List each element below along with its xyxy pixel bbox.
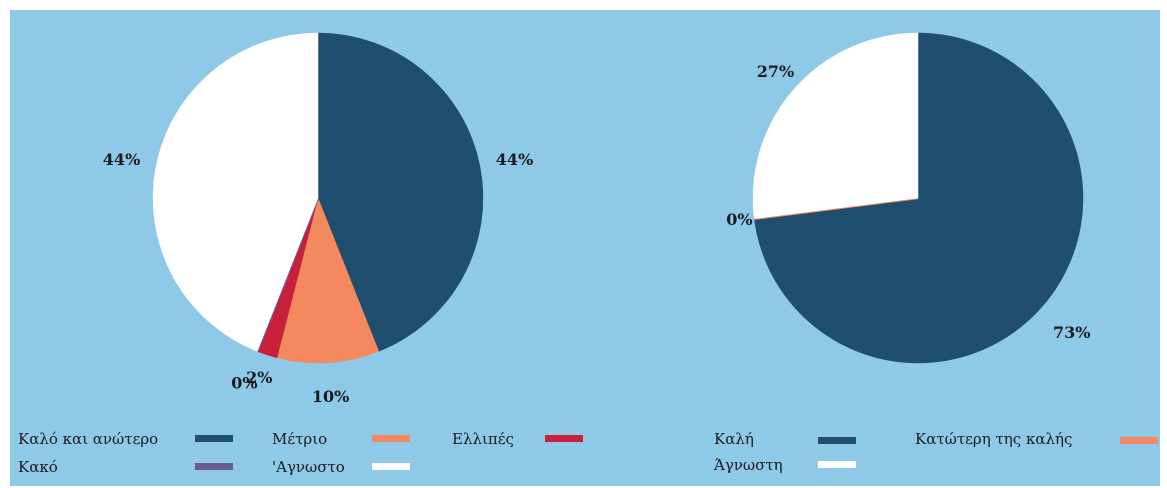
slice-label: 44% (496, 150, 533, 169)
legend-swatch (818, 437, 856, 444)
slice-label: 10% (312, 387, 349, 406)
legend-swatch (372, 435, 410, 442)
pie-slice (276, 197, 380, 364)
slice-label: 2% (246, 368, 272, 387)
slice-label: 0% (726, 210, 752, 229)
pie-slice (317, 32, 484, 352)
legend-label: Κατώτερη της καλής (915, 430, 1072, 448)
legend-swatch (1120, 437, 1158, 444)
slice-label: 0% (231, 373, 257, 392)
legend-label: Άγνωστη (713, 456, 783, 474)
legend-label: 'Αγνωστο (272, 458, 345, 476)
pie-slice (152, 32, 319, 352)
pie-slice (752, 32, 919, 219)
legend-swatch (195, 463, 233, 470)
slice-label: 73% (1053, 323, 1090, 342)
legend-swatch (195, 435, 233, 442)
legend-swatch (818, 461, 856, 468)
legend-swatch (372, 463, 410, 470)
slice-label: 27% (757, 62, 794, 81)
legend-label: Μέτριο (272, 430, 327, 448)
legend-label: Καλό και ανώτερο (18, 430, 158, 448)
slice-label: 44% (103, 150, 140, 169)
legend-label: Κακό (18, 458, 58, 476)
pie-slice (754, 32, 1084, 364)
legend-label: Καλή (714, 430, 754, 448)
legend-swatch (545, 435, 583, 442)
legend-label: Ελλιπές (452, 430, 514, 448)
